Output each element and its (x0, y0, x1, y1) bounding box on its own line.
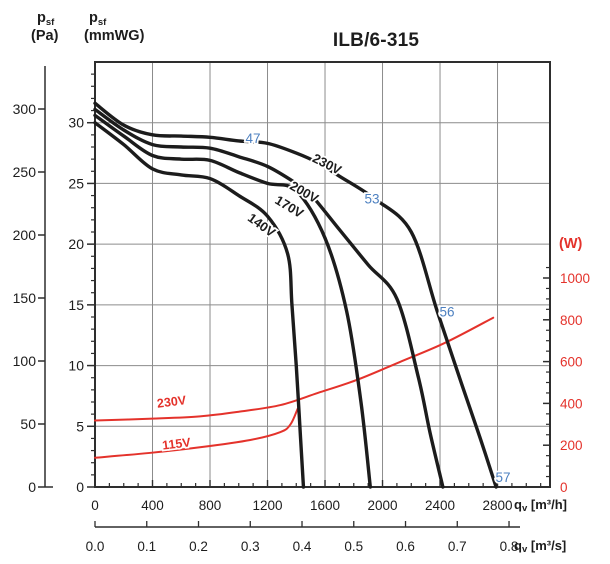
svg-text:47: 47 (245, 131, 260, 146)
svg-text:250: 250 (13, 164, 37, 180)
svg-text:0.1: 0.1 (137, 539, 156, 554)
svg-text:400: 400 (560, 396, 583, 411)
flow-s-axis-title: qv [m³/s] (514, 538, 567, 555)
chart-title: ILB/6-315 (332, 30, 420, 51)
svg-text:800: 800 (560, 313, 583, 328)
power-curve-115V (94, 407, 299, 459)
svg-text:400: 400 (141, 498, 164, 513)
svg-text:800: 800 (199, 498, 222, 513)
gridlines (95, 62, 550, 487)
svg-text:50: 50 (20, 416, 36, 432)
svg-text:1200: 1200 (252, 498, 282, 513)
y-axis-watt: 0 200 400 600 800 1000 (543, 266, 590, 495)
svg-text:0.8: 0.8 (500, 539, 519, 554)
x-axis-m3h: 0 400 800 1200 1600 2000 2400 2800 (91, 480, 542, 513)
svg-text:0.3: 0.3 (241, 539, 260, 554)
svg-text:600: 600 (560, 355, 583, 370)
pa-axis-symbol: p (37, 10, 46, 26)
svg-text:230V: 230V (310, 150, 344, 177)
svg-text:1000: 1000 (560, 271, 590, 286)
svg-text:0: 0 (560, 480, 568, 495)
mmwg-axis-subscript: sf (97, 17, 107, 28)
svg-text:15: 15 (68, 297, 84, 313)
noise-labels: 47 53 56 57 (244, 129, 513, 486)
svg-text:2000: 2000 (367, 498, 397, 513)
svg-text:5: 5 (76, 418, 84, 434)
pressure-curves (93, 101, 498, 489)
svg-text:115V: 115V (161, 435, 192, 452)
svg-text:140V: 140V (245, 210, 279, 240)
svg-text:56: 56 (440, 305, 455, 320)
mmwg-axis-title: psf (mmWG) (84, 10, 144, 45)
plot-frame (94, 61, 551, 488)
svg-text:0.4: 0.4 (293, 539, 312, 554)
pa-axis-unit: (Pa) (31, 28, 59, 44)
svg-text:230V: 230V (156, 393, 187, 411)
svg-text:0.2: 0.2 (189, 539, 208, 554)
y-axis-pa: 0 50 100 150 200 250 300 (13, 66, 53, 495)
x-axis-m3s: 0.0 0.1 0.2 0.3 0.4 0.5 0.6 0.7 0.8 (86, 521, 520, 554)
svg-text:150: 150 (13, 290, 37, 306)
svg-text:0: 0 (28, 479, 36, 495)
pressure-curve-170V (93, 113, 372, 489)
y-axis-mmwg: 0 5 10 15 20 25 30 (68, 73, 95, 495)
svg-text:200: 200 (560, 438, 583, 453)
svg-text:53: 53 (365, 192, 380, 207)
svg-text:0: 0 (91, 498, 99, 513)
watt-axis-title: (W) (559, 236, 583, 252)
svg-text:100: 100 (13, 353, 37, 369)
svg-text:0.7: 0.7 (448, 539, 467, 554)
svg-text:200: 200 (13, 227, 37, 243)
svg-text:10: 10 (68, 358, 84, 374)
mmwg-axis-symbol: p (89, 10, 98, 26)
svg-text:30: 30 (68, 115, 84, 131)
pa-axis-subscript: sf (45, 17, 55, 28)
svg-text:20: 20 (68, 236, 84, 252)
svg-text:0.5: 0.5 (344, 539, 363, 554)
svg-text:1600: 1600 (310, 498, 340, 513)
pa-axis-title: psf (Pa) (31, 10, 58, 45)
svg-text:2400: 2400 (425, 498, 455, 513)
svg-text:0: 0 (76, 479, 84, 495)
svg-text:0.6: 0.6 (396, 539, 415, 554)
svg-text:300: 300 (13, 101, 37, 117)
svg-text:57: 57 (495, 470, 510, 485)
svg-text:0.0: 0.0 (86, 539, 105, 554)
mmwg-axis-unit: (mmWG) (84, 28, 145, 44)
pressure-curve-140V (93, 121, 306, 489)
pressure-curve-200V (93, 107, 445, 489)
pressure-curve-230V (93, 101, 498, 489)
svg-text:2800: 2800 (483, 498, 513, 513)
svg-text:25: 25 (68, 175, 84, 191)
flow-h-axis-title: qv [m³/h] (514, 497, 567, 514)
